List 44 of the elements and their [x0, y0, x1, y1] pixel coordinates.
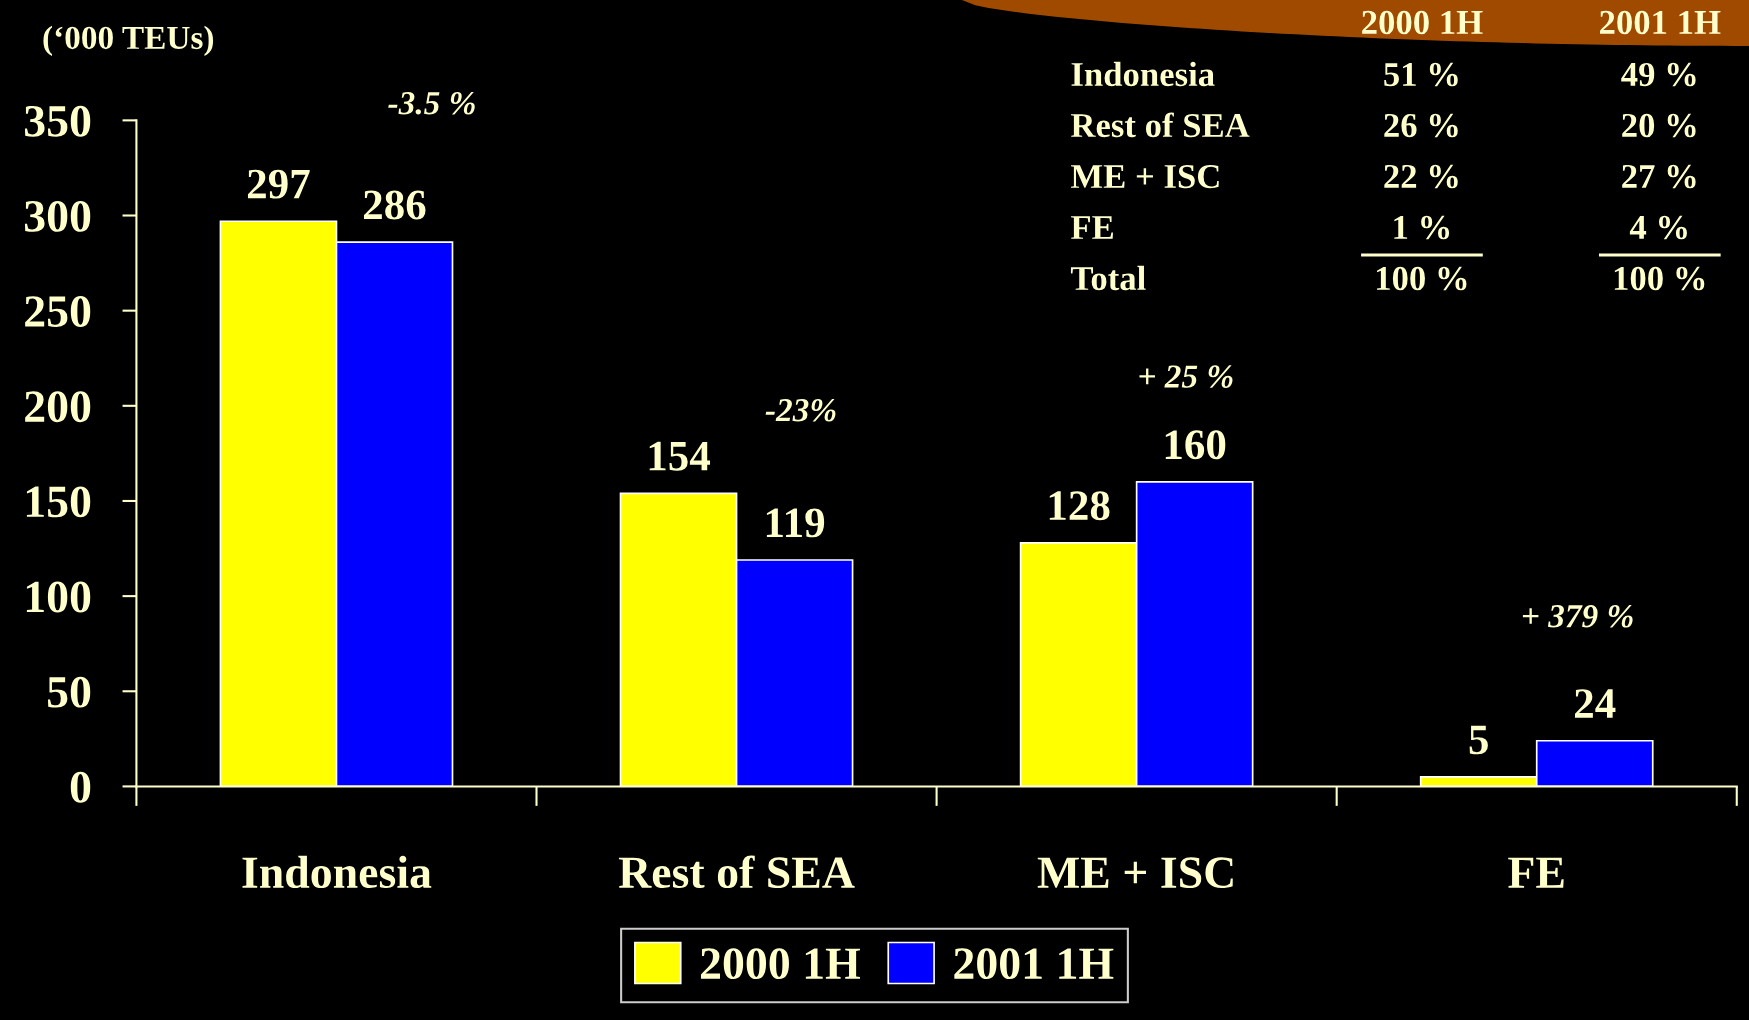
data-label: 5: [1469, 725, 1488, 755]
y-tick-label: 250: [25, 296, 91, 328]
x-tick-label: Rest of SEA: [618, 855, 855, 889]
legend-label: 2001 1H: [954, 948, 1114, 980]
data-label: 160: [1165, 430, 1226, 460]
y-tick-label: 200: [25, 391, 91, 423]
text: Indonesia: [1071, 61, 1215, 87]
text: -3.5 %: [388, 91, 475, 115]
annotation: 27 %: [1622, 164, 1696, 189]
y-tick-label: 0: [70, 771, 91, 803]
annotation: + 25 %: [1139, 365, 1233, 388]
y-tick-label: 100: [26, 581, 91, 613]
annotation: + 379 %: [1522, 604, 1633, 628]
annotation: -23%: [765, 398, 836, 422]
annotation: 1 %: [1394, 215, 1450, 240]
annotation: ME + ISC: [1070, 164, 1219, 189]
data-label: 119: [766, 508, 825, 538]
data-label: 286: [363, 190, 426, 220]
x-tick-label: FE: [1508, 857, 1564, 888]
data-label: 128: [1049, 491, 1110, 521]
annotation: 20 %: [1622, 113, 1696, 138]
data-label: 24: [1575, 689, 1616, 718]
annotation: Total: [1070, 265, 1146, 291]
x-tick-label: Indonesia: [242, 855, 432, 889]
y-tick-label: 300: [24, 200, 91, 232]
text: 49 %: [1621, 62, 1696, 87]
x-tick-label: ME + ISC: [1037, 857, 1233, 889]
data-label: 297: [247, 169, 310, 199]
y-axis-title: (‘000 TEUs): [43, 25, 214, 56]
annotation: Rest of SEA: [1070, 112, 1250, 138]
text: 2001 1H: [1600, 10, 1721, 35]
legend-label: 2000 1H: [700, 948, 860, 980]
annotation: 100 %: [1376, 266, 1467, 291]
text: 51 %: [1384, 62, 1458, 87]
y-tick-label: 50: [47, 676, 91, 708]
annotation: FE: [1070, 216, 1113, 239]
y-tick-label: 150: [26, 486, 91, 518]
annotation: 22 %: [1384, 164, 1458, 189]
annotation: 4 %: [1629, 215, 1687, 240]
annotation: 26 %: [1384, 113, 1458, 138]
data-label: 154: [649, 441, 711, 471]
y-tick-label: 350: [24, 105, 91, 137]
text: 2000 1H: [1362, 10, 1483, 35]
annotation: 100 %: [1614, 266, 1705, 291]
